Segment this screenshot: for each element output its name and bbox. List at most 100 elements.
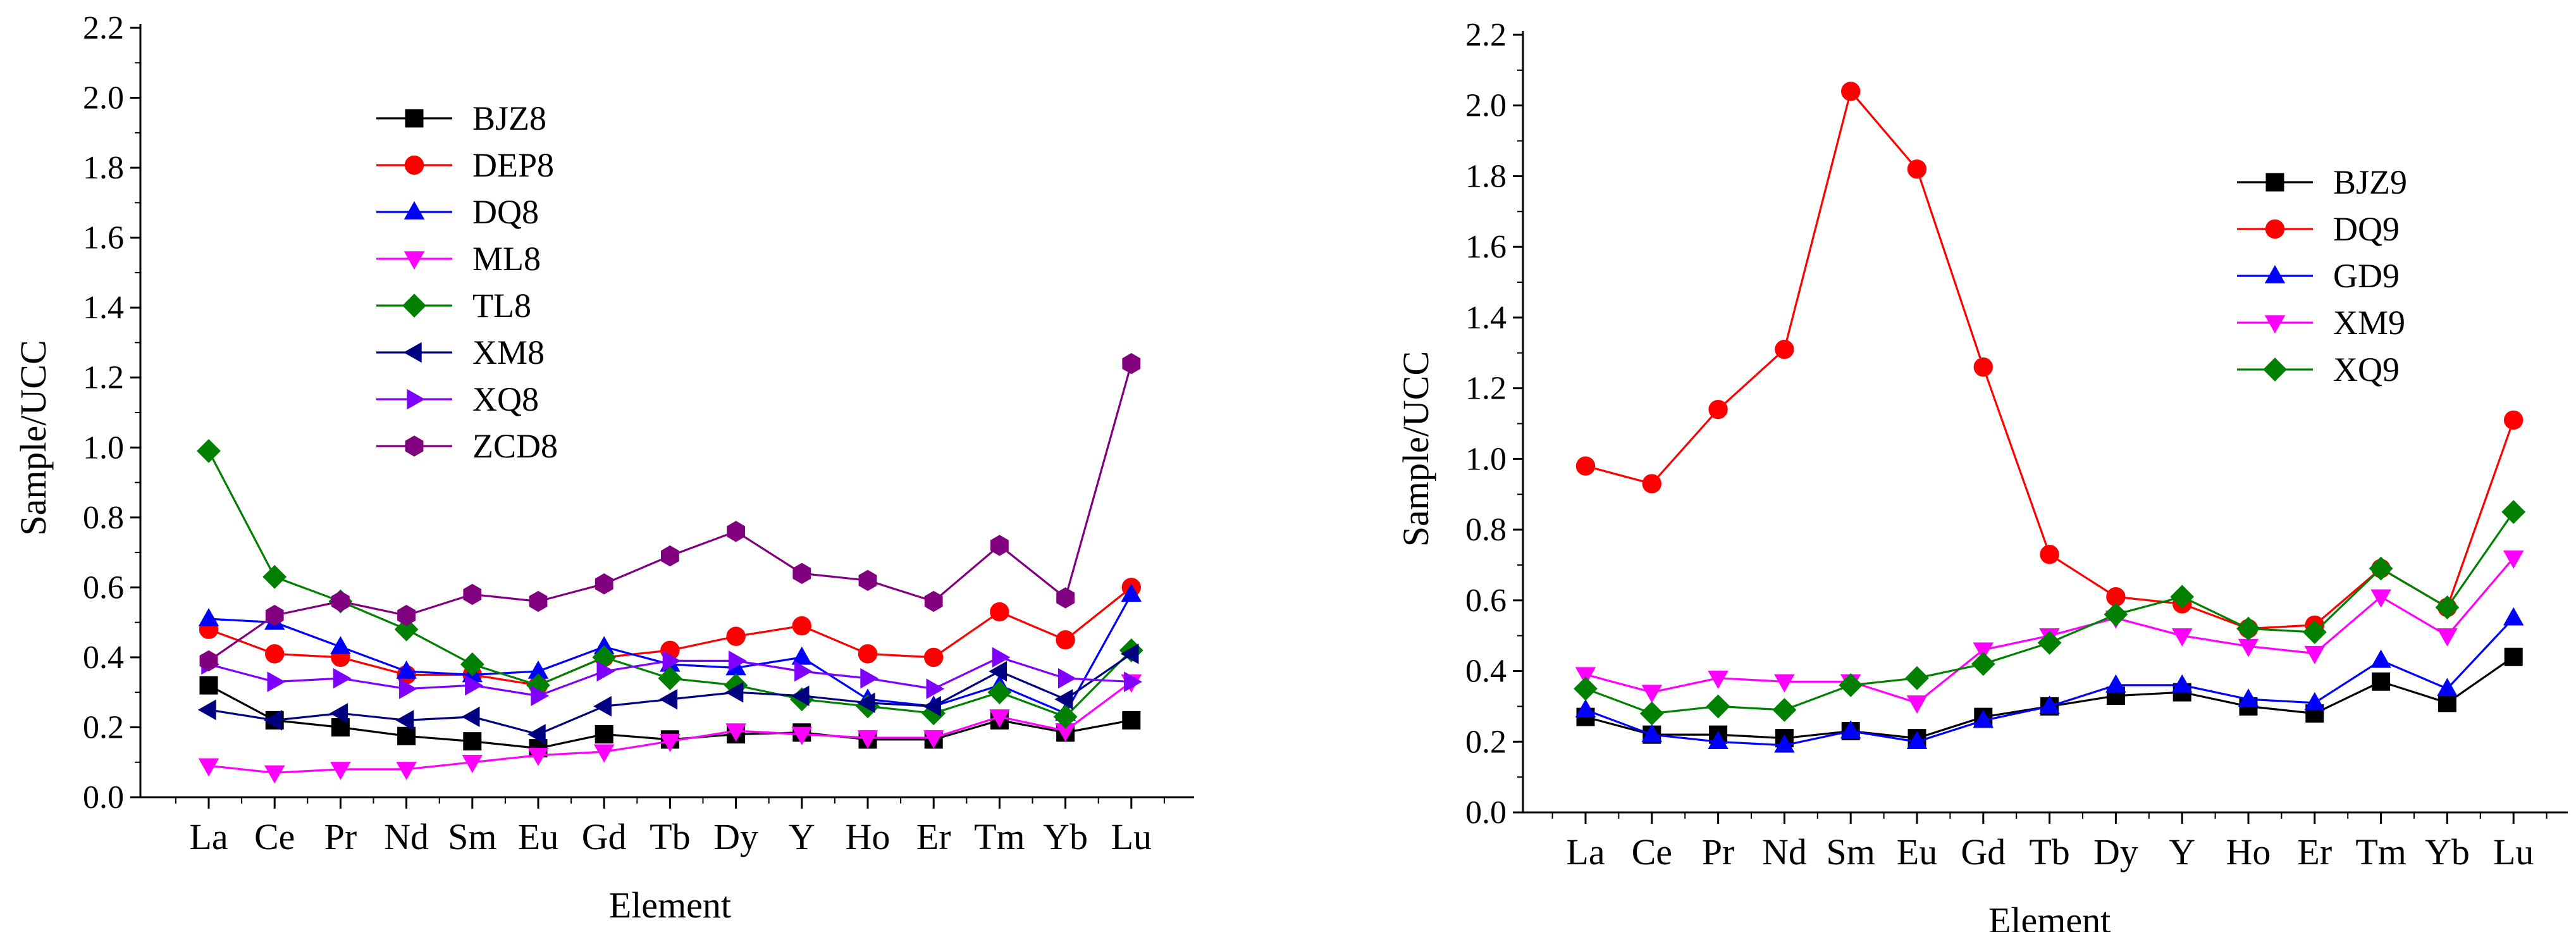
data-point-xm9-pr	[1708, 671, 1729, 689]
data-point-xm8-sm	[461, 706, 480, 728]
y-tick-label: 1.8	[83, 150, 124, 186]
legend-label-xm8: XM8	[472, 333, 545, 371]
data-point-dq8-pr	[330, 636, 351, 655]
x-tick-label-la: La	[1566, 831, 1605, 873]
data-point-xq8-lu	[1124, 671, 1142, 692]
data-point-xm9-lu	[2503, 550, 2524, 569]
legend-marker-bjz8	[405, 109, 424, 128]
data-point-bjz8-lu	[1122, 711, 1141, 730]
data-point-xq8-dy	[728, 650, 747, 671]
data-point-tl8-sm	[460, 652, 484, 676]
data-point-ml8-nd	[396, 762, 417, 780]
legend-marker-gd9	[2264, 264, 2286, 283]
data-point-dq9-eu	[1907, 159, 1927, 179]
data-point-dq9-pr	[1708, 399, 1728, 419]
data-point-ml8-dy	[725, 723, 746, 742]
data-point-ml8-pr	[330, 762, 351, 780]
data-point-dq9-la	[1575, 456, 1596, 476]
data-point-ml8-sm	[462, 755, 483, 773]
x-tick-label-eu: Eu	[518, 816, 558, 857]
data-point-xm8-pr	[330, 703, 348, 724]
x-tick-label-yb: Yb	[2425, 831, 2470, 873]
data-point-xm9-nd	[1774, 674, 1795, 693]
x-tick-label-nd: Nd	[384, 816, 429, 857]
data-point-dq9-lu	[2504, 410, 2524, 430]
data-point-dq8-la	[198, 607, 219, 626]
data-point-bjz8-la	[199, 676, 218, 695]
data-point-xq8-y	[794, 661, 813, 682]
data-point-zcd8-eu	[529, 590, 548, 612]
y-tick-label: 0.4	[83, 640, 124, 676]
x-tick-label-ce: Ce	[1632, 831, 1672, 873]
data-point-ml8-la	[198, 758, 219, 777]
data-point-xm9-tm	[2370, 589, 2391, 608]
legend-label-gd9: GD9	[2333, 257, 2400, 295]
data-point-ml8-eu	[527, 747, 549, 766]
legend-label-dq9: DQ9	[2333, 210, 2400, 248]
series-xq9	[1574, 500, 2526, 726]
y-tick-label: 2.0	[1465, 88, 1507, 124]
data-point-zcd8-yb	[1056, 587, 1075, 609]
data-point-gd9-yb	[2437, 678, 2458, 697]
data-point-gd9-gd	[1973, 709, 1994, 728]
data-point-xq8-sm	[465, 674, 483, 696]
data-point-ml8-tb	[660, 733, 681, 752]
series-gd9	[1575, 607, 2524, 753]
y-tick-label: 0.2	[83, 709, 124, 745]
data-point-xm8-eu	[527, 724, 546, 745]
data-point-ml8-ce	[264, 765, 285, 784]
x-tick-label-tm: Tm	[974, 816, 1025, 857]
data-point-dep8-tm	[990, 602, 1009, 622]
data-point-dq9-tb	[2040, 544, 2059, 564]
data-point-xq9-sm	[1839, 673, 1863, 697]
data-point-tl8-nd	[394, 617, 419, 642]
y-tick-label: 0.8	[83, 500, 124, 536]
series-xm8	[197, 643, 1139, 745]
y-tick-label: 2.2	[83, 10, 124, 46]
data-point-gd9-er	[2304, 692, 2326, 711]
legend-label-dq8: DQ8	[472, 193, 539, 231]
data-point-gd9-la	[1575, 699, 1596, 718]
legend-marker-xm8	[403, 342, 422, 363]
y-tick-label: 1.8	[1465, 158, 1507, 194]
y-tick-label: 1.6	[1465, 229, 1507, 265]
data-point-bjz9-yb	[2437, 693, 2456, 712]
x-tick-label-pr: Pr	[324, 816, 357, 857]
y-tick-label: 2.0	[83, 80, 124, 116]
x-axis-title: Element	[1988, 900, 2111, 932]
y-tick-label: 1.4	[83, 290, 124, 326]
x-tick-label-tb: Tb	[2029, 831, 2069, 873]
data-point-xm8-la	[197, 699, 216, 721]
data-point-bjz8-sm	[463, 732, 482, 751]
data-point-dep8-ce	[265, 644, 285, 664]
y-tick-label: 0.0	[1465, 795, 1507, 831]
y-tick-label: 0.6	[1465, 583, 1507, 619]
data-point-xq9-er	[2302, 620, 2327, 645]
data-point-xm9-ce	[1641, 685, 1663, 704]
legend-marker-dq8	[404, 201, 425, 220]
data-point-gd9-ho	[2238, 688, 2259, 707]
x-tick-label-ce: Ce	[254, 816, 295, 857]
data-point-xq8-tm	[992, 647, 1011, 668]
data-point-xq8-nd	[398, 678, 417, 699]
legend-label-zcd8: ZCD8	[472, 427, 558, 465]
x-tick-label-yb: Yb	[1043, 816, 1088, 857]
data-point-xq8-tb	[662, 650, 681, 671]
x-tick-label-lu: Lu	[2493, 831, 2534, 873]
data-point-xm9-y	[2171, 628, 2193, 647]
data-point-tl8-tm	[987, 680, 1012, 705]
data-point-xm8-nd	[395, 710, 414, 731]
data-point-zcd8-er	[924, 590, 943, 612]
data-point-zcd8-sm	[463, 583, 482, 606]
data-point-dq8-lu	[1121, 583, 1142, 602]
data-point-dep8-dy	[726, 626, 746, 646]
x-tick-label-ho: Ho	[846, 816, 891, 857]
series-dep8	[199, 578, 1142, 695]
data-point-zcd8-tm	[990, 535, 1009, 556]
x-tick-label-lu: Lu	[1111, 816, 1152, 857]
data-point-bjz9-lu	[2504, 647, 2523, 666]
data-point-gd9-tb	[2039, 695, 2060, 714]
data-point-xq9-eu	[1905, 666, 1929, 690]
legend-label-xm9: XM9	[2333, 304, 2405, 342]
